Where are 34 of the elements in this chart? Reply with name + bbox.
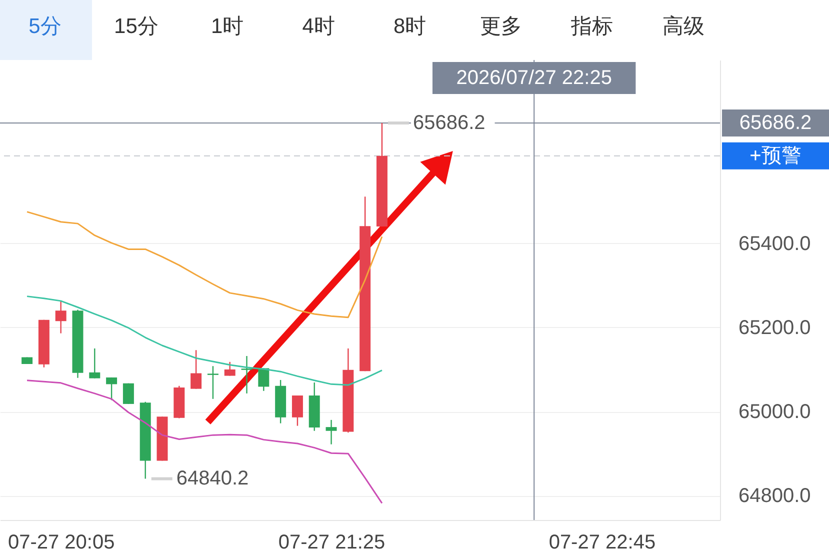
x-tick-label: 07-27 20:05 [8, 532, 115, 554]
annotation: 65686.2 [412, 112, 486, 134]
candlestick [89, 348, 100, 379]
candlestick [258, 368, 270, 392]
text: 4时 [302, 15, 335, 38]
y-tick-label: 65400.0 [738, 232, 811, 255]
candlestick [55, 300, 66, 334]
text: 5分 [28, 15, 62, 38]
x-tick-label: 07-27 21:25 [278, 532, 386, 554]
y-tick-label: 64800.0 [738, 485, 811, 508]
candlestick [122, 382, 134, 405]
ref-line-label: 65686.2 [739, 112, 812, 134]
text: 指标 [570, 15, 614, 38]
line-series [26, 211, 383, 318]
x-tick-label: 07-27 22:45 [548, 532, 656, 554]
ref-line-label: +预警 [750, 144, 802, 167]
ref-line-label: 2026/07/27 22:25 [456, 67, 612, 89]
annotation: 64840.2 [176, 468, 249, 490]
y-tick-label: 65200.0 [738, 316, 811, 339]
candlestick [106, 376, 118, 401]
text: 15分 [114, 15, 158, 38]
line-series [26, 380, 383, 504]
candlestick [207, 366, 218, 400]
text: 高级 [662, 15, 704, 38]
candlestick [190, 350, 202, 390]
candlestick [224, 361, 236, 376]
text: 8时 [393, 15, 426, 38]
y-tick-label: 65000.0 [738, 401, 811, 424]
candlestick [292, 394, 303, 426]
line-series [26, 296, 383, 386]
text: 更多 [480, 15, 522, 38]
text: 1时 [211, 15, 244, 38]
candlestick [241, 355, 252, 394]
candlestick [326, 419, 337, 445]
